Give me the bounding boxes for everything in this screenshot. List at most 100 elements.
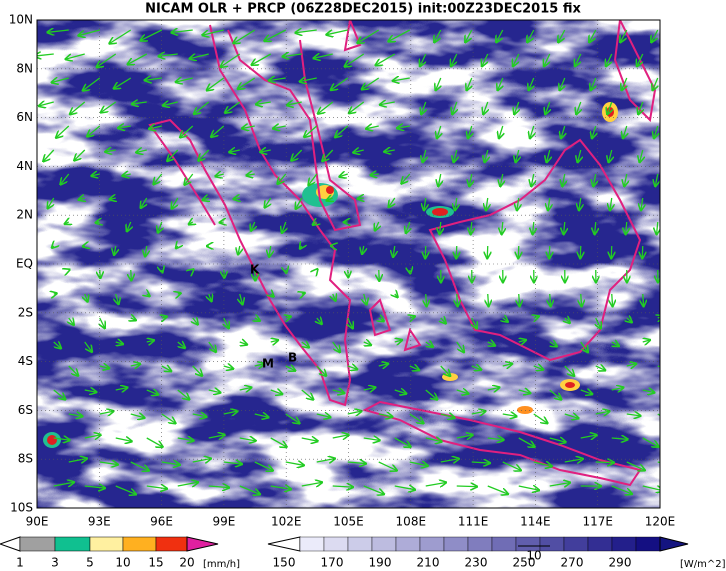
wind-arrow <box>378 364 388 366</box>
wind-arrow <box>332 486 353 487</box>
wind-arrow <box>238 245 240 254</box>
wind-arrow <box>440 459 459 462</box>
wind-arrow <box>518 486 539 490</box>
colorbar-segment <box>371 536 397 552</box>
colorbar-segment <box>563 536 589 552</box>
wind-arrow <box>254 414 269 417</box>
wind-arrow <box>592 125 596 138</box>
colorbar-segment <box>419 536 445 552</box>
wind-arrow <box>211 125 225 137</box>
place-label: K <box>250 263 260 277</box>
wind-arrow <box>316 459 335 462</box>
wind-arrow <box>254 461 273 471</box>
wind-arrow <box>52 246 54 248</box>
wind-arrow <box>207 77 225 90</box>
wind-arrow <box>425 438 442 442</box>
wind-arrow <box>101 101 117 112</box>
wind-arrow <box>240 293 243 304</box>
wind-arrow <box>502 461 521 470</box>
wind-arrow <box>332 341 340 352</box>
wind-arrow <box>302 293 305 294</box>
wind-arrow <box>544 53 550 66</box>
wind-arrow <box>550 293 551 306</box>
wind-arrow <box>68 414 83 416</box>
wind-arrow <box>265 197 271 207</box>
wind-arrow <box>596 317 601 328</box>
wind-arrow <box>141 197 147 208</box>
wind-arrow <box>208 390 220 393</box>
wind-arrow <box>53 342 61 348</box>
wind-arrow <box>92 174 100 176</box>
wind-arrow <box>593 173 595 186</box>
wind-arrow <box>564 365 574 376</box>
wind-arrow <box>203 198 209 200</box>
wind-arrow <box>364 342 371 345</box>
wind-arrow <box>496 29 504 42</box>
wind-arrow <box>176 246 178 248</box>
wind-arrow <box>362 245 364 254</box>
wind-arrow <box>291 149 303 160</box>
wind-arrow <box>438 173 440 186</box>
lon-label: 96E <box>150 515 173 529</box>
wind-arrow <box>317 269 318 270</box>
wind-arrow <box>79 29 100 36</box>
wind-arrow <box>159 54 178 56</box>
wind-arrow <box>624 173 626 186</box>
wind-arrow <box>302 342 309 347</box>
wind-arrow <box>362 77 380 89</box>
wind-arrow <box>247 174 255 175</box>
lat-label: 6S <box>18 403 33 417</box>
wind-arrow <box>216 174 224 176</box>
wind-arrow <box>549 389 561 399</box>
wind-arrow <box>637 53 643 66</box>
wind-arrow <box>467 77 472 90</box>
wind-arrow <box>622 77 627 90</box>
wind-arrow <box>254 364 264 366</box>
wind-arrow <box>626 364 636 366</box>
olr-colorbar: 150 170 190 210 230 250 270 290 [W/m^2] <box>267 536 726 570</box>
wind-arrow <box>285 366 295 371</box>
wind-arrow <box>332 435 349 438</box>
wind-arrow <box>282 221 286 233</box>
lon-label: 111E <box>458 515 489 529</box>
wind-arrow <box>172 30 193 32</box>
wind-arrow <box>130 364 140 366</box>
wind-arrow <box>487 438 504 440</box>
wind-arrow <box>611 387 623 390</box>
wind-arrow <box>654 125 658 138</box>
wind-arrow <box>375 221 379 230</box>
wind-arrow <box>273 126 286 128</box>
wind-arrow <box>131 318 136 320</box>
wind-arrow <box>440 221 441 234</box>
wind-arrow <box>178 293 181 294</box>
wind-arrow <box>420 53 426 66</box>
colorbar-unit: [mm/h] <box>203 559 240 570</box>
colorbar-segment <box>587 536 613 552</box>
wind-arrow <box>550 342 557 346</box>
wind-arrow <box>487 387 499 390</box>
wind-arrow <box>394 486 415 490</box>
wind-arrow <box>240 342 247 345</box>
wind-arrow <box>609 149 612 162</box>
colorbar-label: 150 <box>273 556 296 570</box>
wind-arrow <box>270 437 287 447</box>
wind-arrow <box>296 30 317 33</box>
wind-arrow <box>591 77 596 90</box>
wind-arrow <box>529 77 534 90</box>
wind-arrow <box>611 485 632 494</box>
wind-arrow <box>256 102 271 104</box>
wind-arrow <box>87 125 101 136</box>
lon-label: 108E <box>396 515 427 529</box>
wind-arrow <box>74 149 86 160</box>
wind-arrow <box>527 29 535 42</box>
wind-arrow <box>533 413 548 423</box>
wind-arrow <box>483 101 487 114</box>
wind-arrow <box>255 269 256 280</box>
wind-arrow <box>589 29 597 42</box>
wind-arrow <box>348 317 353 328</box>
wind-arrow <box>242 126 255 128</box>
colorbar-label: 3 <box>51 556 59 570</box>
wind-arrow <box>409 413 424 423</box>
wind-arrow <box>209 294 212 301</box>
wind-arrow <box>327 29 348 35</box>
